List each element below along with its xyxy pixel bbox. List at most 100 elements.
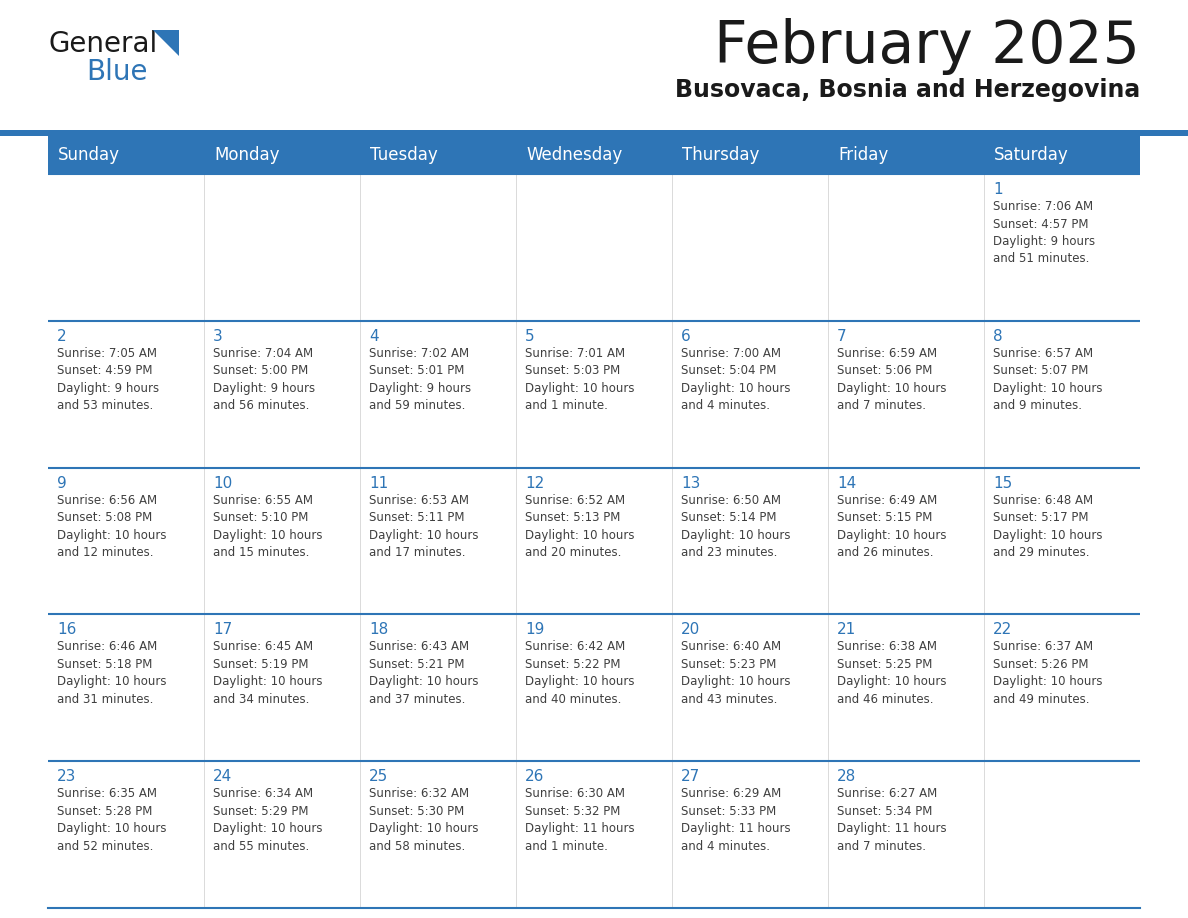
- Bar: [204, 467, 360, 614]
- Text: Thursday: Thursday: [682, 146, 759, 164]
- Bar: [672, 467, 828, 614]
- Text: Sunrise: 6:56 AM
Sunset: 5:08 PM
Daylight: 10 hours
and 12 minutes.: Sunrise: 6:56 AM Sunset: 5:08 PM Dayligh…: [57, 494, 166, 559]
- Text: 20: 20: [681, 622, 700, 637]
- Bar: [204, 761, 360, 908]
- Bar: [48, 174, 204, 320]
- Text: 16: 16: [57, 622, 76, 637]
- Text: Tuesday: Tuesday: [369, 146, 437, 164]
- Bar: [828, 614, 984, 761]
- Text: 24: 24: [213, 769, 232, 784]
- Text: Saturday: Saturday: [994, 146, 1069, 164]
- Bar: [360, 174, 516, 320]
- Text: Sunrise: 6:42 AM
Sunset: 5:22 PM
Daylight: 10 hours
and 40 minutes.: Sunrise: 6:42 AM Sunset: 5:22 PM Dayligh…: [525, 641, 634, 706]
- Text: Sunrise: 6:52 AM
Sunset: 5:13 PM
Daylight: 10 hours
and 20 minutes.: Sunrise: 6:52 AM Sunset: 5:13 PM Dayligh…: [525, 494, 634, 559]
- Text: 1: 1: [993, 182, 1003, 197]
- Text: 15: 15: [993, 476, 1012, 490]
- Bar: [360, 614, 516, 761]
- Bar: [0, 130, 1188, 136]
- Text: 28: 28: [838, 769, 857, 784]
- Text: February 2025: February 2025: [714, 18, 1140, 75]
- Bar: [360, 136, 516, 174]
- Text: Sunrise: 6:59 AM
Sunset: 5:06 PM
Daylight: 10 hours
and 7 minutes.: Sunrise: 6:59 AM Sunset: 5:06 PM Dayligh…: [838, 347, 947, 412]
- Text: Sunrise: 7:06 AM
Sunset: 4:57 PM
Daylight: 9 hours
and 51 minutes.: Sunrise: 7:06 AM Sunset: 4:57 PM Dayligh…: [993, 200, 1095, 265]
- Text: Sunrise: 7:00 AM
Sunset: 5:04 PM
Daylight: 10 hours
and 4 minutes.: Sunrise: 7:00 AM Sunset: 5:04 PM Dayligh…: [681, 347, 790, 412]
- Bar: [360, 320, 516, 467]
- Bar: [672, 761, 828, 908]
- Bar: [828, 761, 984, 908]
- Text: Blue: Blue: [86, 58, 147, 86]
- Text: Sunrise: 6:38 AM
Sunset: 5:25 PM
Daylight: 10 hours
and 46 minutes.: Sunrise: 6:38 AM Sunset: 5:25 PM Dayligh…: [838, 641, 947, 706]
- Text: 22: 22: [993, 622, 1012, 637]
- Bar: [48, 320, 204, 467]
- Text: 17: 17: [213, 622, 232, 637]
- Text: Sunrise: 7:01 AM
Sunset: 5:03 PM
Daylight: 10 hours
and 1 minute.: Sunrise: 7:01 AM Sunset: 5:03 PM Dayligh…: [525, 347, 634, 412]
- Text: 13: 13: [681, 476, 701, 490]
- Bar: [984, 614, 1140, 761]
- Text: Sunrise: 6:34 AM
Sunset: 5:29 PM
Daylight: 10 hours
and 55 minutes.: Sunrise: 6:34 AM Sunset: 5:29 PM Dayligh…: [213, 788, 322, 853]
- Text: Sunrise: 6:43 AM
Sunset: 5:21 PM
Daylight: 10 hours
and 37 minutes.: Sunrise: 6:43 AM Sunset: 5:21 PM Dayligh…: [369, 641, 479, 706]
- Bar: [360, 761, 516, 908]
- Text: 19: 19: [525, 622, 544, 637]
- Text: 10: 10: [213, 476, 232, 490]
- Bar: [516, 614, 672, 761]
- Text: Sunrise: 6:49 AM
Sunset: 5:15 PM
Daylight: 10 hours
and 26 minutes.: Sunrise: 6:49 AM Sunset: 5:15 PM Dayligh…: [838, 494, 947, 559]
- Text: General: General: [48, 30, 157, 58]
- Text: Sunrise: 6:45 AM
Sunset: 5:19 PM
Daylight: 10 hours
and 34 minutes.: Sunrise: 6:45 AM Sunset: 5:19 PM Dayligh…: [213, 641, 322, 706]
- Text: 2: 2: [57, 329, 67, 344]
- Bar: [48, 761, 204, 908]
- Text: Sunrise: 6:29 AM
Sunset: 5:33 PM
Daylight: 11 hours
and 4 minutes.: Sunrise: 6:29 AM Sunset: 5:33 PM Dayligh…: [681, 788, 791, 853]
- Bar: [204, 136, 360, 174]
- Bar: [984, 761, 1140, 908]
- Text: Busovaca, Bosnia and Herzegovina: Busovaca, Bosnia and Herzegovina: [675, 78, 1140, 102]
- Bar: [48, 614, 204, 761]
- Bar: [828, 174, 984, 320]
- Text: 12: 12: [525, 476, 544, 490]
- Text: Wednesday: Wednesday: [526, 146, 623, 164]
- Bar: [828, 467, 984, 614]
- Text: 4: 4: [369, 329, 379, 344]
- Bar: [984, 320, 1140, 467]
- Bar: [360, 467, 516, 614]
- Bar: [672, 320, 828, 467]
- Text: Sunrise: 6:40 AM
Sunset: 5:23 PM
Daylight: 10 hours
and 43 minutes.: Sunrise: 6:40 AM Sunset: 5:23 PM Dayligh…: [681, 641, 790, 706]
- Bar: [828, 136, 984, 174]
- Bar: [48, 467, 204, 614]
- Text: 18: 18: [369, 622, 388, 637]
- Text: 8: 8: [993, 329, 1003, 344]
- Bar: [204, 174, 360, 320]
- Text: Sunrise: 7:04 AM
Sunset: 5:00 PM
Daylight: 9 hours
and 56 minutes.: Sunrise: 7:04 AM Sunset: 5:00 PM Dayligh…: [213, 347, 315, 412]
- Text: Sunrise: 6:46 AM
Sunset: 5:18 PM
Daylight: 10 hours
and 31 minutes.: Sunrise: 6:46 AM Sunset: 5:18 PM Dayligh…: [57, 641, 166, 706]
- Text: Sunrise: 6:37 AM
Sunset: 5:26 PM
Daylight: 10 hours
and 49 minutes.: Sunrise: 6:37 AM Sunset: 5:26 PM Dayligh…: [993, 641, 1102, 706]
- Bar: [984, 467, 1140, 614]
- Bar: [672, 614, 828, 761]
- Text: Sunrise: 6:32 AM
Sunset: 5:30 PM
Daylight: 10 hours
and 58 minutes.: Sunrise: 6:32 AM Sunset: 5:30 PM Dayligh…: [369, 788, 479, 853]
- Bar: [516, 320, 672, 467]
- Text: 26: 26: [525, 769, 544, 784]
- Text: Sunrise: 6:55 AM
Sunset: 5:10 PM
Daylight: 10 hours
and 15 minutes.: Sunrise: 6:55 AM Sunset: 5:10 PM Dayligh…: [213, 494, 322, 559]
- Bar: [516, 136, 672, 174]
- Bar: [516, 761, 672, 908]
- Bar: [984, 136, 1140, 174]
- Text: Sunrise: 6:53 AM
Sunset: 5:11 PM
Daylight: 10 hours
and 17 minutes.: Sunrise: 6:53 AM Sunset: 5:11 PM Dayligh…: [369, 494, 479, 559]
- Bar: [516, 467, 672, 614]
- Bar: [204, 614, 360, 761]
- Text: Monday: Monday: [214, 146, 279, 164]
- Bar: [828, 320, 984, 467]
- Text: 14: 14: [838, 476, 857, 490]
- Polygon shape: [153, 30, 179, 56]
- Bar: [516, 174, 672, 320]
- Bar: [204, 320, 360, 467]
- Text: Friday: Friday: [838, 146, 889, 164]
- Text: 27: 27: [681, 769, 700, 784]
- Text: 21: 21: [838, 622, 857, 637]
- Bar: [672, 136, 828, 174]
- Text: 11: 11: [369, 476, 388, 490]
- Text: 6: 6: [681, 329, 690, 344]
- Text: Sunrise: 6:50 AM
Sunset: 5:14 PM
Daylight: 10 hours
and 23 minutes.: Sunrise: 6:50 AM Sunset: 5:14 PM Dayligh…: [681, 494, 790, 559]
- Text: 7: 7: [838, 329, 847, 344]
- Text: Sunrise: 6:30 AM
Sunset: 5:32 PM
Daylight: 11 hours
and 1 minute.: Sunrise: 6:30 AM Sunset: 5:32 PM Dayligh…: [525, 788, 634, 853]
- Text: 25: 25: [369, 769, 388, 784]
- Text: Sunrise: 7:05 AM
Sunset: 4:59 PM
Daylight: 9 hours
and 53 minutes.: Sunrise: 7:05 AM Sunset: 4:59 PM Dayligh…: [57, 347, 159, 412]
- Text: Sunday: Sunday: [58, 146, 120, 164]
- Bar: [48, 136, 204, 174]
